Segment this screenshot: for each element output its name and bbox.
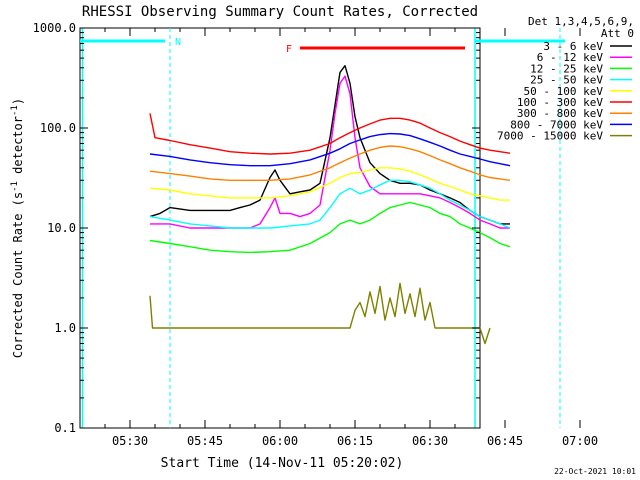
y-tick-label-4: 1000.0 bbox=[33, 21, 76, 35]
plot-frame bbox=[79, 27, 481, 429]
x-axis-label: Start Time (14-Nov-11 05:20:02) bbox=[161, 456, 404, 471]
legend-header-1: Det 1,3,4,5,6,9, bbox=[528, 15, 634, 28]
y-tick-label-1: 1.0 bbox=[54, 321, 76, 335]
flare-flag-label: F bbox=[286, 44, 292, 55]
x-tick-label-6: 07:00 bbox=[562, 434, 598, 448]
legend-label-3: 25 - 50 keV bbox=[530, 74, 603, 87]
y-axis-label: Corrected Count Rate (s-1 detector-1) bbox=[10, 98, 25, 358]
x-tick-label-3: 06:15 bbox=[337, 434, 373, 448]
night-flag-label: N bbox=[175, 37, 181, 48]
series-line-8 bbox=[149, 282, 491, 345]
x-tick-label-1: 05:45 bbox=[187, 434, 223, 448]
series-line-2 bbox=[149, 201, 511, 254]
legend-label-0: 3 - 6 keV bbox=[543, 40, 603, 53]
legend-label-1: 6 - 12 keV bbox=[537, 51, 604, 64]
chart-title: RHESSI Observing Summary Count Rates, Co… bbox=[82, 4, 478, 20]
legend-label-6: 300 - 800 keV bbox=[517, 107, 603, 120]
series-line-0 bbox=[149, 64, 510, 225]
svg-text:Corrected Count Rate (s-1 dete: Corrected Count Rate (s-1 detector-1) bbox=[10, 98, 25, 358]
legend-header-2: Att 0 bbox=[601, 27, 634, 40]
footer-date: 22-Oct-2021 10:01 bbox=[554, 467, 636, 476]
legend-label-5: 100 - 300 keV bbox=[517, 96, 603, 109]
x-tick-label-5: 06:45 bbox=[487, 434, 523, 448]
series-line-6 bbox=[149, 145, 511, 182]
legend-label-7: 800 - 7000 keV bbox=[510, 118, 603, 131]
series-line-4 bbox=[149, 167, 510, 201]
legend-label-2: 12 - 25 keV bbox=[530, 62, 603, 75]
series-line-3 bbox=[149, 179, 511, 229]
y-tick-label-3: 100.0 bbox=[40, 121, 76, 135]
series-line-1 bbox=[150, 75, 510, 229]
x-tick-label-0: 05:30 bbox=[112, 434, 148, 448]
x-tick-label-4: 06:30 bbox=[412, 434, 448, 448]
x-tick-label-2: 06:00 bbox=[262, 434, 298, 448]
legend-label-4: 50 - 100 keV bbox=[524, 85, 604, 98]
legend-label-8: 7000 - 15000 keV bbox=[497, 130, 603, 143]
y-tick-label-0: 0.1 bbox=[54, 421, 76, 435]
series-line-5 bbox=[149, 113, 511, 155]
series-line-7 bbox=[149, 132, 511, 167]
y-tick-label-2: 10.0 bbox=[47, 221, 76, 235]
